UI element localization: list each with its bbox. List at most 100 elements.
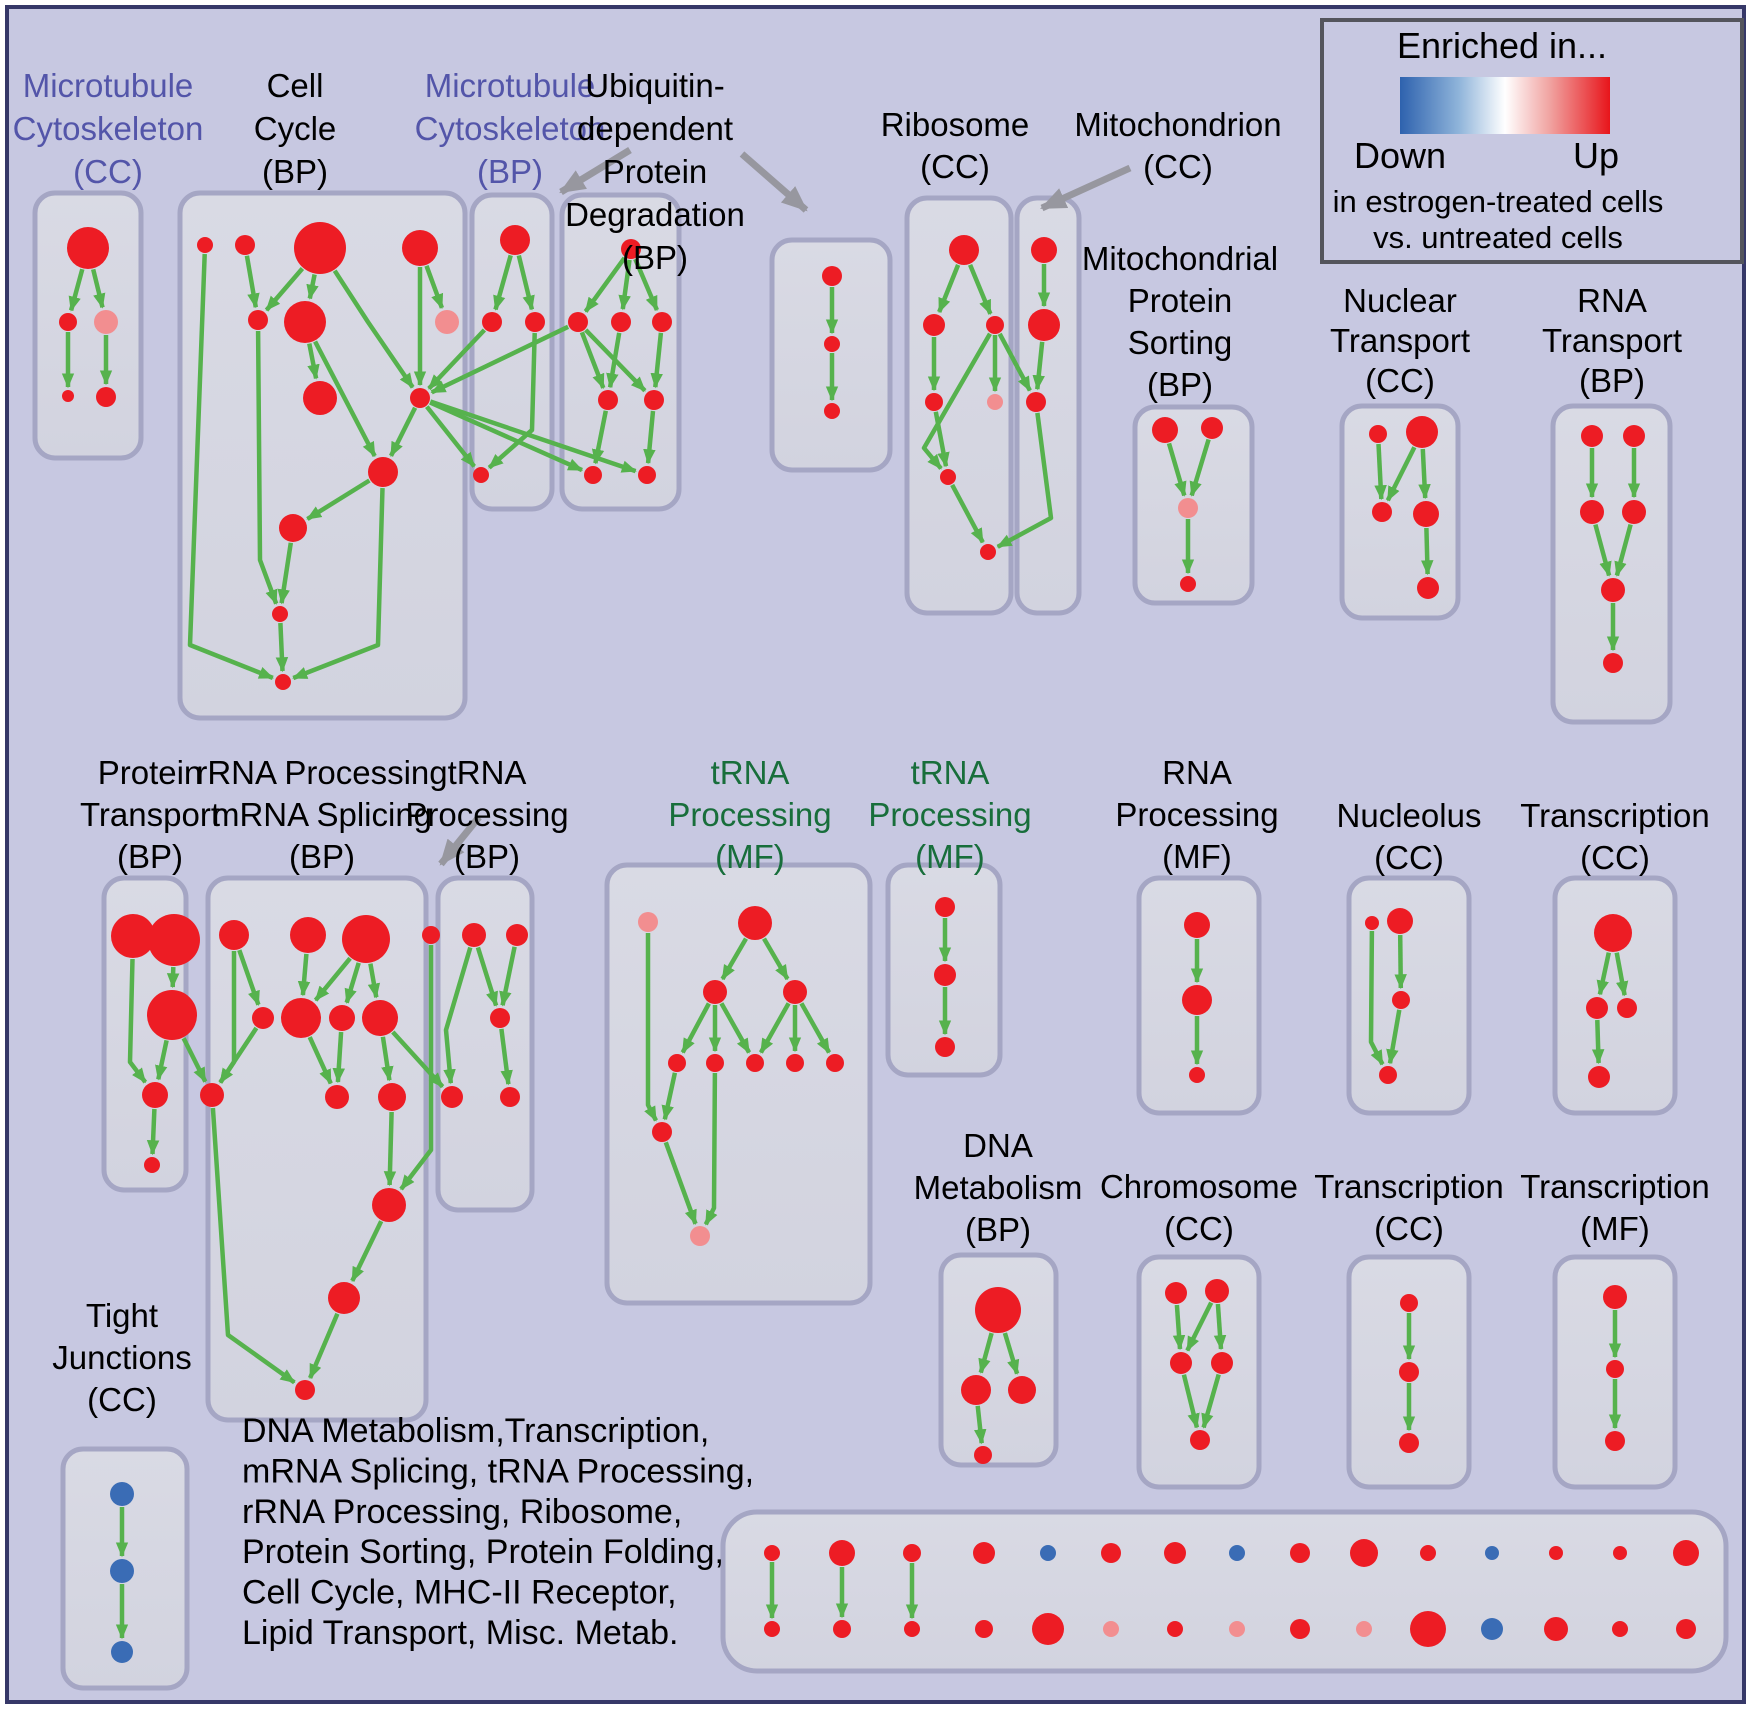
go-term-node <box>1229 1621 1245 1637</box>
go-term-node <box>1481 1618 1503 1640</box>
ubiquitin-degradation-main-edge <box>579 331 606 390</box>
rrna-processing-mrna-splicing-bp-edge <box>344 962 361 1004</box>
cluster-label: Ubiquitin-dependent Protein Degradation (BP… <box>565 67 745 276</box>
go-term-node <box>284 301 326 343</box>
go-term-node <box>1152 417 1178 443</box>
go-term-node <box>1594 914 1632 952</box>
trna-processing-mf-large-edge <box>720 937 748 981</box>
go-term-node <box>1399 1362 1419 1382</box>
go-term-node <box>1605 1431 1625 1451</box>
go-term-node <box>935 897 955 917</box>
go-term-node <box>668 1054 686 1072</box>
go-term-node <box>1606 1360 1624 1378</box>
go-term-node <box>903 1544 921 1562</box>
rrna-processing-mrna-splicing-bp-edge <box>218 1026 259 1084</box>
dna-metabolism-bp-box <box>938 1252 1059 1468</box>
rrna-processing-mrna-splicing-bp-edge <box>313 956 352 1002</box>
cluster-label: RNA Transport (BP) <box>1542 282 1682 399</box>
trna-processing-mf-large-edge <box>758 1002 791 1054</box>
go-term-node <box>1026 392 1046 412</box>
go-term-node <box>62 390 74 402</box>
trna-processing-bp-edge <box>475 946 499 1007</box>
nodes-layer <box>59 222 1699 1663</box>
cross-cluster-edge <box>427 328 487 391</box>
go-term-node <box>1612 1621 1628 1637</box>
go-term-node <box>342 915 390 963</box>
ribosome-cc-edge <box>968 263 993 316</box>
go-term-node <box>949 235 979 265</box>
go-term-node <box>644 390 664 410</box>
label-pointer-arrow <box>739 151 809 213</box>
rrna-processing-mrna-splicing-bp-edge <box>367 963 381 999</box>
go-term-node <box>975 1287 1021 1333</box>
go-term-node <box>1413 501 1439 527</box>
go-term-node <box>372 1188 406 1222</box>
dna-metabolism-bp-edge <box>978 1332 994 1374</box>
go-term-node <box>1103 1621 1119 1637</box>
mitochondrion-cc-edge <box>1032 341 1045 391</box>
rrna-processing-mrna-splicing-bp-edge <box>237 949 261 1006</box>
go-term-node <box>973 1542 995 1564</box>
rrna-processing-mrna-splicing-bp-edge <box>308 1312 340 1380</box>
cluster-label: Microtubule Cytoskeleton (BP) <box>415 67 606 190</box>
label-pointer-arrow <box>559 147 632 195</box>
go-term-node <box>1549 1546 1563 1560</box>
rrna-processing-mrna-splicing-bp-edge <box>332 1031 346 1084</box>
cell-cycle-bp-edge <box>275 622 289 673</box>
go-term-node <box>1603 1285 1627 1309</box>
go-term-node <box>219 920 249 950</box>
nucleolus-cc-edge <box>1386 1009 1402 1065</box>
legend-box <box>1320 18 1744 264</box>
nuclear-transport-cc-edge <box>1418 448 1431 500</box>
protein-transport-bp-edge <box>127 958 148 1084</box>
go-term-node <box>200 1083 224 1107</box>
legend-gradient-bar <box>1400 77 1610 134</box>
nuclear-transport-cc-edge <box>1374 443 1387 501</box>
go-term-node <box>1211 1352 1233 1374</box>
go-term-node <box>1485 1546 1499 1560</box>
go-term-node <box>1165 1282 1187 1304</box>
cell-cycle-bp-edge <box>307 343 320 380</box>
go-term-node <box>987 394 1003 410</box>
go-term-node <box>824 403 840 419</box>
go-term-node <box>1205 1279 1229 1303</box>
go-term-node <box>829 1540 855 1566</box>
go-term-node <box>325 1085 349 1109</box>
go-term-node <box>1167 1621 1183 1637</box>
go-term-node <box>1040 1545 1056 1561</box>
go-term-node <box>934 964 956 986</box>
cell-cycle-bp-edge <box>313 340 377 458</box>
go-term-node <box>295 1380 315 1400</box>
go-term-node <box>652 312 672 332</box>
go-term-node <box>706 1054 724 1072</box>
go-term-node <box>621 239 641 259</box>
ribosome-cc-edge <box>921 332 992 470</box>
go-term-node <box>690 1226 710 1246</box>
go-term-node <box>1544 1617 1568 1641</box>
trna-processing-bp-box <box>435 875 535 1213</box>
go-term-node <box>1190 1430 1210 1450</box>
cross-cluster-edge <box>429 399 637 474</box>
go-term-node <box>1417 577 1439 599</box>
go-term-node <box>294 222 346 274</box>
ubiquitin-degradation-main-edge <box>643 410 656 465</box>
go-term-node <box>1673 1540 1699 1566</box>
go-term-node <box>328 1282 360 1314</box>
go-term-node <box>1365 916 1379 930</box>
protein-transport-bp-edge <box>166 966 180 989</box>
cluster-label: Transcription (MF) <box>1520 1168 1710 1247</box>
go-term-node <box>1028 309 1060 341</box>
go-term-node <box>1387 908 1413 934</box>
go-term-node <box>1676 1619 1696 1639</box>
go-term-node <box>473 467 489 483</box>
cluster-label: Chromosome (CC) <box>1100 1168 1298 1247</box>
go-term-node <box>1623 425 1645 447</box>
go-term-node <box>1588 1066 1610 1088</box>
trna-processing-bp-edge <box>499 946 517 1007</box>
go-term-node <box>500 1087 520 1107</box>
go-term-node <box>1180 576 1196 592</box>
transcription-cc-row2-edge <box>1596 952 1612 996</box>
go-term-node <box>368 457 398 487</box>
go-term-node <box>822 266 842 286</box>
